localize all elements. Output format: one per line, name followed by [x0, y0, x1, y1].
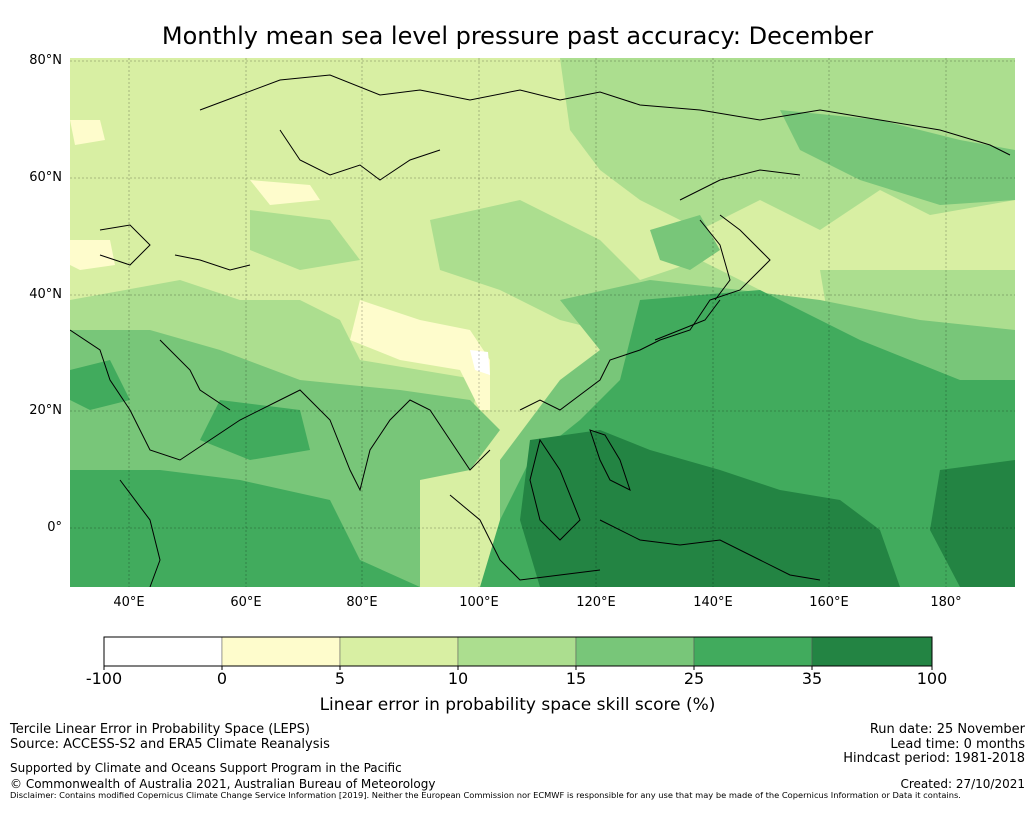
colorbar-bin [339, 636, 459, 667]
coastline [70, 74, 1011, 587]
colorbar-bin [457, 636, 577, 667]
lat-label: 60°N [29, 170, 62, 185]
colorbar-border [103, 636, 933, 667]
copyright-text: © Commonwealth of Australia 2021, Austra… [10, 777, 436, 791]
lon-label: 120°E [576, 595, 616, 610]
lon-label: 140°E [693, 595, 733, 610]
map-title: Monthly mean sea level pressure past acc… [161, 22, 874, 50]
colorbar-tick-label: 35 [801, 669, 823, 688]
graticule [70, 58, 1015, 587]
disclaimer-text: Disclaimer: Contains modified Copernicus… [10, 790, 961, 800]
colorbar-bin [103, 636, 223, 667]
lon-label: 160°E [809, 595, 849, 610]
colorbar-tick-label: 0 [216, 669, 228, 688]
lon-label: 100°E [459, 595, 499, 610]
lat-label: 20°N [29, 403, 62, 418]
colorbar-tick-label: 5 [334, 669, 346, 688]
source-text: Source: ACCESS-S2 and ERA5 Climate Reana… [10, 737, 330, 752]
colorbar-tick-label: 15 [565, 669, 587, 688]
created-date: Created: 27/10/2021 [900, 777, 1025, 791]
colorbar-tick-label: 10 [447, 669, 469, 688]
lat-label: 80°N [29, 53, 62, 68]
colorbar-tick-label: 25 [683, 669, 705, 688]
hindcast-period: Hindcast period: 1981-2018 [843, 751, 1025, 766]
colorbar-bin [221, 636, 341, 667]
colorbar-bin [693, 636, 813, 667]
lead-time: Lead time: 0 months [890, 737, 1025, 752]
lat-label: 0° [47, 520, 62, 535]
lon-label: 60°E [230, 595, 262, 610]
colorbar-title: Linear error in probability space skill … [319, 695, 716, 715]
lon-label: 180° [930, 595, 962, 610]
support-text: Supported by Climate and Oceans Support … [10, 761, 402, 775]
colorbar-tick-label: -100 [85, 669, 123, 688]
colorbar [103, 636, 933, 670]
method-text: Tercile Linear Error in Probability Spac… [10, 722, 310, 737]
colorbar-bin [575, 636, 695, 667]
colorbar-tick-label: 100 [916, 669, 948, 688]
lon-label: 80°E [346, 595, 378, 610]
lat-label: 40°N [29, 287, 62, 302]
skill-field [70, 58, 1015, 587]
colorbar-bin [811, 636, 933, 667]
run-date: Run date: 25 November [869, 722, 1025, 737]
lon-label: 40°E [113, 595, 145, 610]
